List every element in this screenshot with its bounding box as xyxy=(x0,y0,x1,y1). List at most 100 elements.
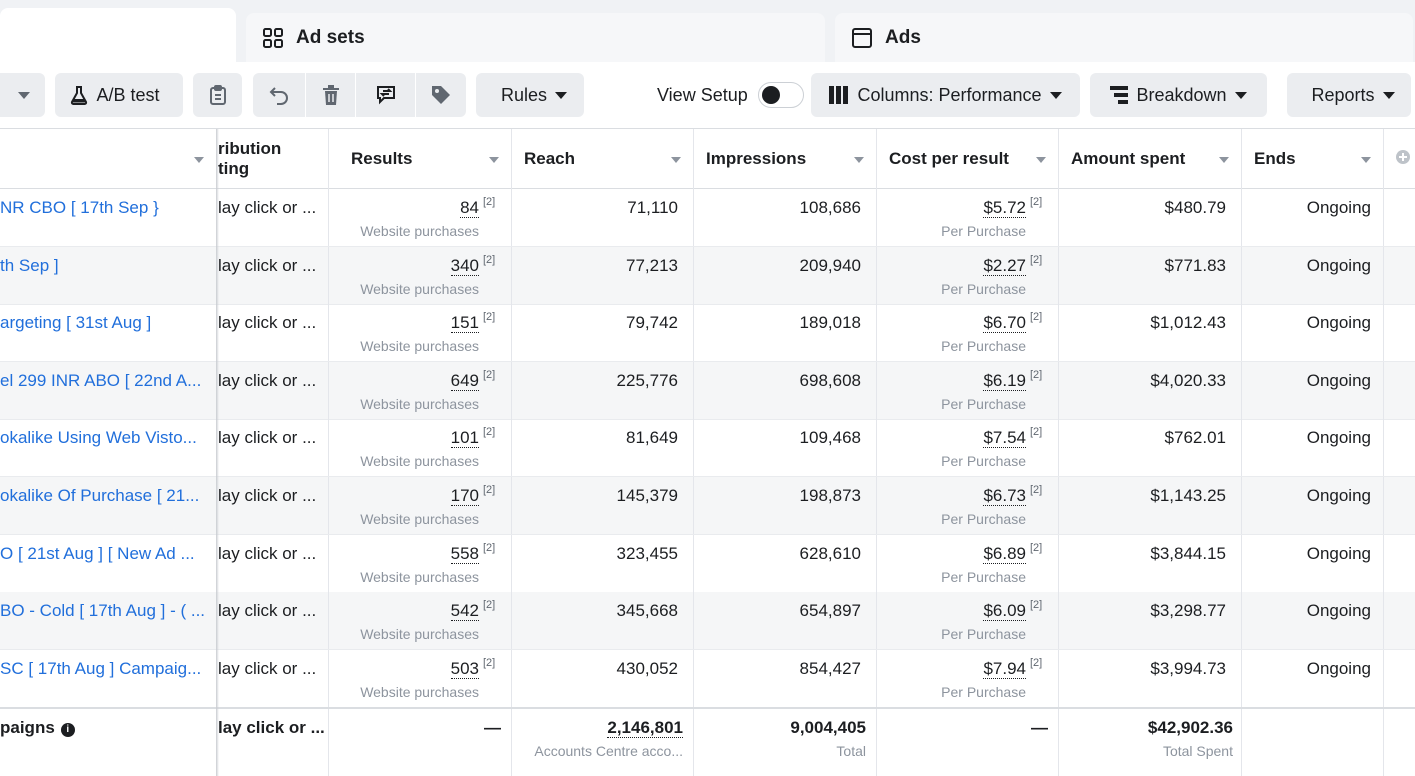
campaign-name-cell[interactable]: okalike Of Purchase [ 21... xyxy=(0,477,218,534)
header-attribution-line1: ribution xyxy=(218,139,282,158)
results-value[interactable]: 340 xyxy=(450,255,479,276)
campaign-name-link[interactable]: SC [ 17th Aug ] Campaig... xyxy=(0,658,202,678)
campaign-name-link[interactable]: okalike Of Purchase [ 21... xyxy=(0,486,200,505)
cpr-value[interactable]: $6.70 xyxy=(983,313,1026,334)
cpr-value[interactable]: $7.54 xyxy=(983,428,1026,449)
campaign-name-link[interactable]: okalike Using Web Visto... xyxy=(0,428,197,448)
campaign-name-cell[interactable]: th Sep ] xyxy=(0,247,218,304)
total-reach-sub: Accounts Centre acco... xyxy=(534,743,683,759)
campaign-name-link[interactable]: argeting [ 31st Aug ] xyxy=(0,313,152,333)
results-footnote: [2] xyxy=(483,656,496,669)
header-results[interactable]: Results xyxy=(329,129,512,189)
breakdown-button[interactable]: Breakdown xyxy=(1090,73,1267,117)
table-row[interactable]: okalike Using Web Visto... lay click or .… xyxy=(0,419,1415,478)
table-row[interactable]: BO - Cold [ 17th Aug ] - ( ... lay click … xyxy=(0,592,1415,651)
frozen-column-shadow xyxy=(216,129,219,776)
campaign-name-cell[interactable]: NR CBO [ 17th Sep } xyxy=(0,189,218,246)
table-row[interactable]: el 299 INR ABO [ 22nd A... lay click or .… xyxy=(0,361,1415,420)
impressions-cell: 854,427 xyxy=(694,649,877,707)
more-dropdown-button[interactable] xyxy=(0,73,45,117)
cpr-value[interactable]: $6.73 xyxy=(983,486,1026,506)
columns-button[interactable]: Columns: Performance xyxy=(811,73,1080,117)
impressions-value: 698,608 xyxy=(799,370,861,390)
campaigns-table: ribution ting Results Reach Impressions … xyxy=(0,128,1415,776)
results-value[interactable]: 649 xyxy=(450,370,479,391)
header-cost-per-result[interactable]: Cost per result xyxy=(877,129,1059,189)
ends-value: Ongoing xyxy=(1306,370,1371,390)
cpr-value[interactable]: $7.94 xyxy=(983,658,1026,679)
trash-icon xyxy=(322,85,340,105)
campaign-name-cell[interactable]: SC [ 17th Aug ] Campaig... xyxy=(0,650,218,707)
results-value[interactable]: 542 xyxy=(450,601,479,622)
toolbar: A/B test Rules xyxy=(0,62,1415,128)
spent-value: $771.83 xyxy=(1164,255,1226,275)
ends-value: Ongoing xyxy=(1306,428,1371,448)
results-value[interactable]: 84 xyxy=(460,198,479,218)
impressions-cell: 198,873 xyxy=(694,477,877,534)
view-setup-label: View Setup xyxy=(657,84,748,105)
cpr-value[interactable]: $6.89 xyxy=(983,543,1026,564)
total-ends-cell xyxy=(1242,709,1384,776)
campaign-name-cell[interactable]: argeting [ 31st Aug ] xyxy=(0,304,218,361)
header-name[interactable] xyxy=(0,129,218,189)
cpr-value[interactable]: $5.72 xyxy=(983,198,1026,218)
campaign-name-link[interactable]: th Sep ] xyxy=(0,255,59,275)
table-row[interactable]: SC [ 17th Aug ] Campaig... lay click or .… xyxy=(0,649,1415,708)
results-value[interactable]: 170 xyxy=(450,486,479,506)
table-row[interactable]: th Sep ] lay click or ... 340 [2] Website pu… xyxy=(0,246,1415,305)
chevron-down-icon xyxy=(1382,91,1395,99)
table-row[interactable]: NR CBO [ 17th Sep } lay click or ... 84 [2]… xyxy=(0,189,1415,247)
campaign-name-cell[interactable]: BO - Cold [ 17th Aug ] - ( ... xyxy=(0,592,218,649)
results-value[interactable]: 101 xyxy=(450,428,479,449)
header-amount-spent[interactable]: Amount spent xyxy=(1059,129,1242,189)
results-value[interactable]: 558 xyxy=(450,543,479,564)
duplicate-button[interactable] xyxy=(193,73,242,117)
compare-button[interactable] xyxy=(356,73,415,117)
reach-value: 145,379 xyxy=(616,486,678,505)
results-type: Website purchases xyxy=(360,338,479,355)
amount-spent-cell: $3,844.15 xyxy=(1059,534,1242,592)
info-icon[interactable]: i xyxy=(60,723,75,737)
campaign-name-link[interactable]: NR CBO [ 17th Sep } xyxy=(0,198,159,217)
reports-button[interactable]: Reports xyxy=(1287,73,1411,117)
header-results-label: Results xyxy=(351,149,413,168)
results-cell: 84 [2] Website purchases xyxy=(329,189,512,246)
tab-ad-sets[interactable]: Ad sets xyxy=(246,13,825,62)
impressions-value: 209,940 xyxy=(799,255,861,275)
add-column-button[interactable] xyxy=(1384,129,1415,189)
rules-button[interactable]: Rules xyxy=(476,73,584,117)
tab-ads[interactable]: Ads xyxy=(835,13,1413,62)
results-type: Website purchases xyxy=(360,511,479,527)
results-value[interactable]: 151 xyxy=(450,313,479,334)
view-setup-toggle[interactable] xyxy=(757,82,804,108)
cpr-value[interactable]: $6.09 xyxy=(983,601,1026,622)
cpr-value[interactable]: $2.27 xyxy=(983,255,1026,276)
campaign-name-cell[interactable]: el 299 INR ABO [ 22nd A... xyxy=(0,362,218,419)
ab-test-button[interactable]: A/B test xyxy=(55,73,183,117)
cpr-type: Per Purchase xyxy=(941,626,1026,643)
header-reach[interactable]: Reach xyxy=(512,129,694,189)
header-impressions[interactable]: Impressions xyxy=(694,129,877,189)
campaign-name-cell[interactable]: O [ 21st Aug ] [ New Ad ... xyxy=(0,535,218,592)
campaign-name-cell[interactable]: okalike Using Web Visto... xyxy=(0,419,218,476)
cpr-value[interactable]: $6.19 xyxy=(983,370,1026,391)
table-row[interactable]: okalike Of Purchase [ 21... lay click or … xyxy=(0,477,1415,535)
delete-button[interactable] xyxy=(306,73,355,117)
campaign-name-link[interactable]: el 299 INR ABO [ 22nd A... xyxy=(0,370,202,390)
campaign-name-link[interactable]: O [ 21st Aug ] [ New Ad ... xyxy=(0,543,195,563)
table-row[interactable]: argeting [ 31st Aug ] lay click or ... 151… xyxy=(0,304,1415,363)
tag-button[interactable] xyxy=(416,73,466,117)
total-attribution: lay click or ... xyxy=(218,718,325,737)
undo-button[interactable] xyxy=(253,73,305,117)
tag-icon xyxy=(430,84,452,106)
ab-test-label: A/B test xyxy=(96,84,160,105)
total-impressions-cell: 9,004,405 Total xyxy=(694,709,877,776)
campaign-name-link[interactable]: BO - Cold [ 17th Aug ] - ( ... xyxy=(0,601,206,621)
header-attribution-setting[interactable]: ribution ting xyxy=(218,129,329,189)
results-value[interactable]: 503 xyxy=(450,658,479,679)
tab-campaigns[interactable] xyxy=(0,8,236,62)
table-row[interactable]: O [ 21st Aug ] [ New Ad ... lay click or … xyxy=(0,534,1415,593)
header-ends[interactable]: Ends xyxy=(1242,129,1384,189)
cpr-footnote: [2] xyxy=(1030,196,1043,208)
total-reach[interactable]: 2,146,801 xyxy=(607,718,683,738)
